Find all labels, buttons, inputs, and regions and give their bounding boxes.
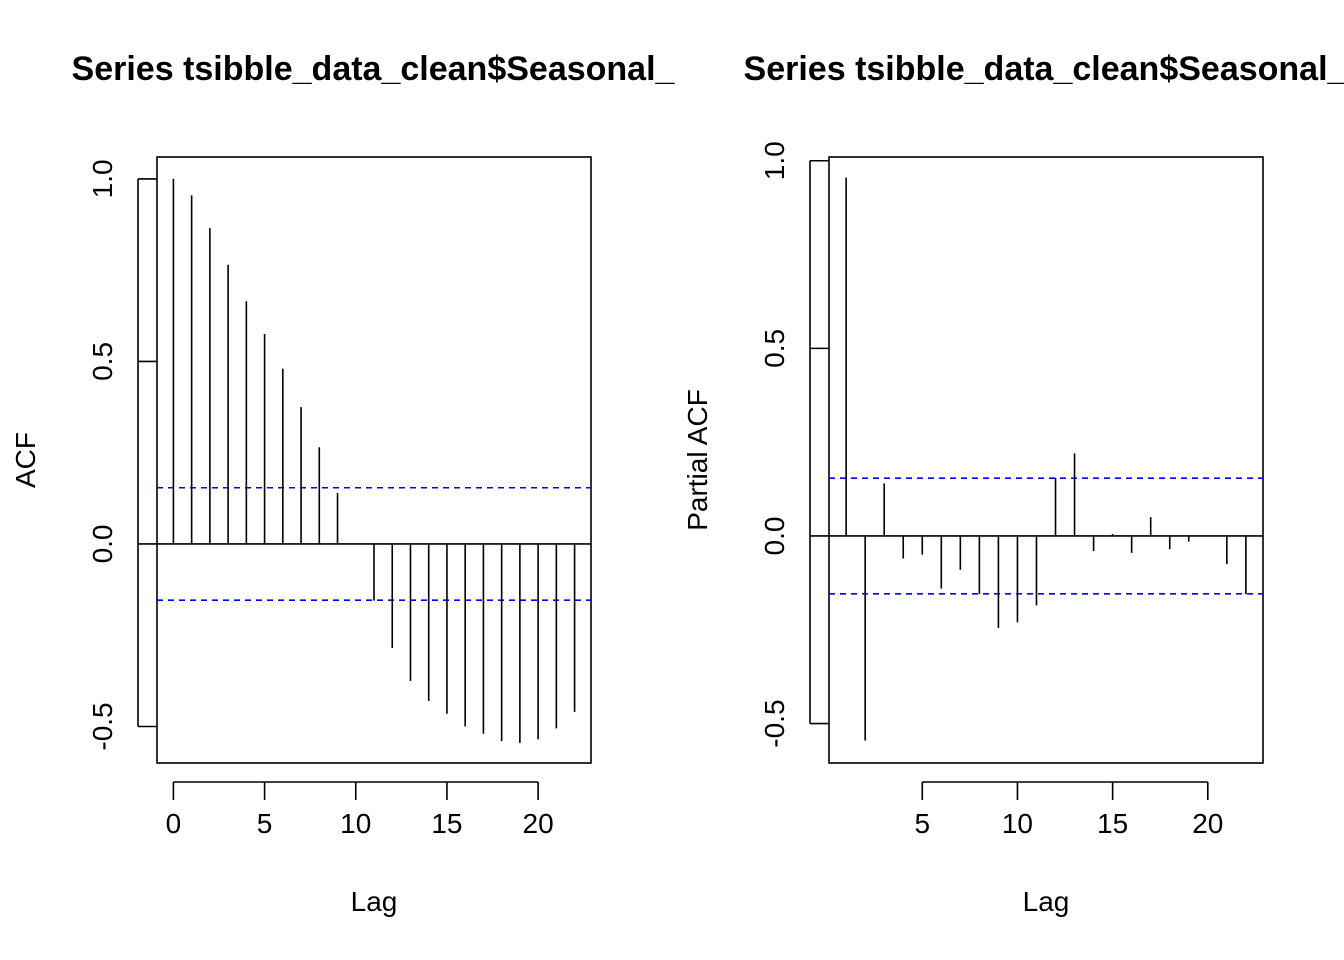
x-tick-label: 5: [914, 808, 930, 839]
y-tick-label: 0.0: [87, 524, 118, 563]
y-axis-label: ACF: [10, 432, 41, 488]
x-tick-label: 5: [257, 808, 273, 839]
x-tick-label: 10: [1002, 808, 1033, 839]
plot-frame: [156, 156, 592, 764]
x-tick-label: 10: [340, 808, 371, 839]
y-tick-label: 1.0: [87, 159, 118, 198]
chart-title: Series tsibble_data_clean$Seasonal_: [72, 50, 676, 88]
y-tick-label: 0.0: [759, 517, 790, 556]
pacf-panel: Series tsibble_data_clean$Seasonal_ 5 10 15…: [682, 50, 1344, 917]
y-tick-label: -0.5: [759, 699, 790, 747]
y-tick-label: 0.5: [87, 342, 118, 381]
x-tick-label: 15: [431, 808, 462, 839]
x-axis-label: Lag: [1023, 886, 1070, 917]
y-tick-label: -0.5: [87, 702, 118, 750]
x-tick-label: 0: [166, 808, 182, 839]
x-axis-label: Lag: [351, 886, 398, 917]
y-tick-label: 0.5: [759, 329, 790, 368]
x-tick-label: 20: [523, 808, 554, 839]
y-tick-label: 1.0: [759, 141, 790, 180]
x-tick-label: 15: [1097, 808, 1128, 839]
plot-frame: [828, 156, 1264, 764]
x-tick-label: 20: [1192, 808, 1223, 839]
acf-panel: Series tsibble_data_clean$Seasonal_ 0 5 10 1…: [10, 50, 676, 917]
y-axis-label: Partial ACF: [682, 389, 713, 531]
chart-title: Series tsibble_data_clean$Seasonal_: [744, 50, 1344, 88]
